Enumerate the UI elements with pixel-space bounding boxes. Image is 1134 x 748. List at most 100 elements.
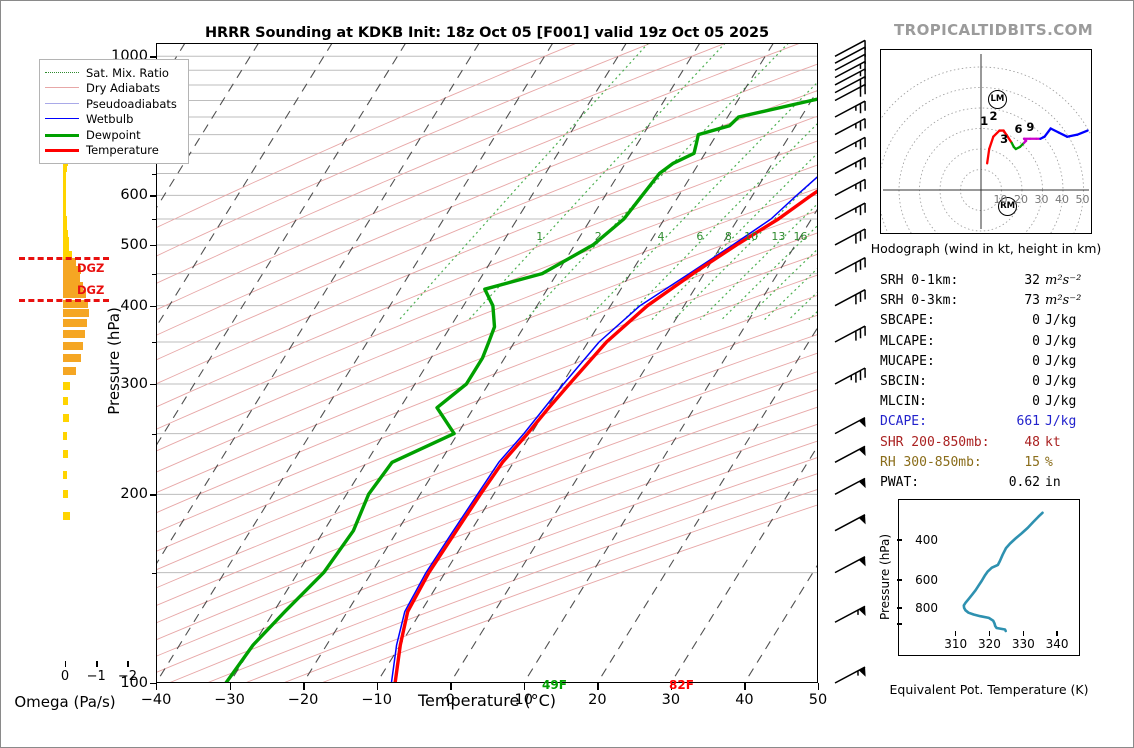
- legend-swatch: [45, 145, 79, 155]
- stat-label: SBCIN:: [880, 373, 927, 389]
- stat-label: MLCAPE:: [880, 333, 935, 349]
- theta-e-pressure-tick: [897, 539, 902, 541]
- mixing-ratio-label: 6: [696, 230, 704, 244]
- pressure-minor-tick: [152, 572, 156, 575]
- stat-row: SRH 0-1km: 32 m²s⁻²: [880, 273, 1092, 293]
- theta-e-canvas: [962, 511, 1044, 633]
- pressure-minor-tick: [152, 342, 156, 344]
- stat-row: PWAT: 0.62 in: [880, 475, 1092, 495]
- hodograph-ring-label: 10: [993, 193, 1008, 206]
- hodograph-height-label: 9: [1026, 119, 1035, 134]
- pressure-tick-mark: [150, 383, 156, 386]
- omega-bar: [63, 431, 67, 440]
- dgz-label: DGZ: [77, 261, 105, 276]
- stat-label: SRH 0-1km:: [880, 273, 959, 288]
- legend-item-dry-adiabats: Dry Adiabats: [45, 81, 182, 97]
- omega-tick-label: −1: [86, 669, 106, 684]
- chart-title: HRRR Sounding at KDKB Init: 18z Oct 05 […: [205, 25, 769, 41]
- theta-e-tick-label: 310: [944, 637, 968, 651]
- omega-bar: [63, 174, 66, 183]
- stat-value: 15: [1024, 454, 1040, 470]
- pressure-minor-tick: [152, 218, 156, 221]
- pressure-tick-label: 600: [120, 187, 148, 204]
- theta-e-pressure-tick: [897, 623, 902, 625]
- pressure-tick-mark: [150, 244, 156, 247]
- pressure-minor-tick: [152, 173, 156, 175]
- theta-e-tick-label: 340: [1045, 637, 1069, 651]
- omega-bar: [63, 449, 68, 458]
- legend-swatch: [45, 99, 79, 109]
- pressure-tick-mark: [150, 195, 156, 197]
- omega-bar: [63, 223, 68, 232]
- theta-e-tick-mark: [954, 631, 957, 636]
- mixing-ratio-label: 8: [724, 230, 732, 244]
- storm-motion-marker-lm: LM: [987, 90, 1007, 110]
- omega-bar: [63, 354, 81, 363]
- dgz-line: [19, 257, 109, 261]
- temperature-tick-mark: [597, 683, 599, 690]
- stat-value: 0.62: [1008, 474, 1040, 490]
- pressure-tick-mark: [150, 305, 156, 308]
- omega-bar: [63, 169, 66, 178]
- omega-bar: [63, 490, 68, 499]
- stat-unit: %: [1045, 454, 1053, 470]
- omega-plot: [23, 161, 115, 661]
- legend-item-pseudoadiabats: Pseudoadiabats: [45, 96, 182, 112]
- temperature-tick-label: 0: [445, 692, 455, 708]
- omega-tick-mark: [65, 661, 67, 667]
- stat-value: 0: [1032, 313, 1040, 329]
- pressure-minor-tick: [152, 433, 156, 435]
- legend-swatch: [45, 83, 79, 93]
- hodograph-height-label: 2: [989, 109, 998, 124]
- omega-bar: [63, 191, 66, 200]
- temperature-tick-label: −20: [287, 692, 319, 708]
- legend-item-dewpoint: Dewpoint: [45, 127, 182, 143]
- omega-bar: [63, 210, 67, 219]
- stat-row: MUCAPE: 0 J/kg: [880, 354, 1092, 374]
- stat-label: PWAT:: [880, 474, 920, 490]
- omega-bar: [63, 511, 71, 520]
- omega-bar: [63, 216, 67, 225]
- omega-bar: [63, 281, 84, 290]
- pressure-minor-tick: [152, 273, 156, 275]
- hodograph-height-label: 1: [980, 113, 989, 128]
- omega-bar: [63, 413, 69, 422]
- stat-unit: J/kg: [1045, 333, 1077, 349]
- stat-row: SBCIN: 0 J/kg: [880, 374, 1092, 394]
- legend-label: Pseudoadiabats: [86, 96, 177, 111]
- theta-e-pressure-tick-label: 800: [915, 601, 938, 616]
- stat-unit: m²s⁻²: [1045, 273, 1082, 288]
- temperature-tick-label: −30: [214, 692, 245, 708]
- temperature-tick-label: −40: [140, 692, 172, 708]
- temperature-tick-mark: [156, 683, 158, 690]
- legend-swatch: [45, 68, 79, 78]
- omega-bar: [63, 258, 76, 267]
- mixing-ratio-label: 10: [744, 230, 759, 244]
- stat-row: MLCIN: 0 J/kg: [880, 394, 1092, 414]
- theta-e-tick-label: 320: [978, 637, 1001, 651]
- temperature-tick-label: 50: [808, 692, 828, 708]
- skewt-trace-dewpoint: [224, 97, 818, 683]
- theta-e-tick-label: 330: [1011, 637, 1035, 651]
- omega-bar: [63, 250, 73, 259]
- watermark: TROPICALTIDBITS.COM: [894, 21, 1094, 39]
- temperature-tick-mark: [818, 683, 820, 690]
- theta-e-tick-mark: [988, 631, 991, 636]
- omega-x-axis-label: Omega (Pa/s): [14, 693, 116, 711]
- omega-bar: [63, 266, 81, 274]
- hodograph-plot: [880, 49, 1092, 234]
- mixing-ratio-label: 2: [594, 230, 602, 244]
- omega-bar: [63, 236, 69, 245]
- storm-motion-marker-rm: RM: [998, 196, 1018, 216]
- theta-e-pressure-tick-label: 400: [915, 533, 938, 548]
- omega-bar: [63, 396, 68, 405]
- legend-swatch: [45, 130, 79, 140]
- legend-item-temperature: Temperature: [45, 143, 182, 159]
- stat-label: SRH 0-3km:: [880, 293, 959, 309]
- hodograph-caption: Hodograph (wind in kt, height in km): [870, 241, 1102, 256]
- surface-temperature-label: 49F: [542, 678, 567, 692]
- omega-bar: [63, 381, 71, 390]
- stat-value: 661: [1016, 414, 1040, 430]
- omega-bar: [63, 308, 89, 317]
